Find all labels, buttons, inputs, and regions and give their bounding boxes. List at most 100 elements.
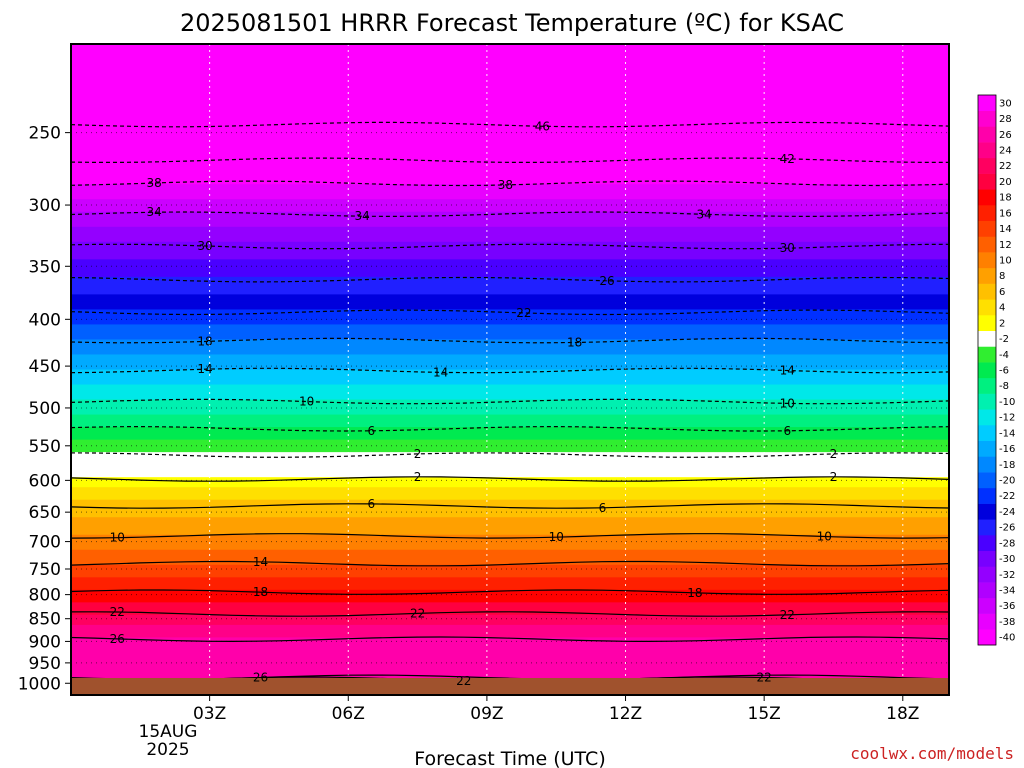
colorbar-cell: [978, 205, 996, 222]
temperature-band: [71, 657, 949, 661]
temperature-band: [71, 644, 949, 649]
temperature-band: [71, 437, 949, 441]
temperature-band: [71, 234, 949, 238]
colorbar-tick-label: 28: [999, 114, 1012, 125]
temperature-band: [71, 452, 949, 456]
colorbar-cell: [978, 409, 996, 426]
temperature-band: [71, 266, 949, 270]
pressure-tick-label: 800: [29, 586, 61, 606]
isotherm-label: 6: [599, 501, 607, 515]
isotherm-label: 18: [687, 586, 702, 600]
credit-text: coolwx.com/models: [850, 744, 1014, 763]
temperature-band: [71, 374, 949, 378]
temperature-band: [71, 249, 949, 253]
temperature-band: [71, 372, 949, 376]
temperature-band: [71, 186, 949, 190]
temperature-band: [71, 134, 949, 138]
temperature-band: [71, 69, 949, 73]
temperature-band: [71, 672, 949, 676]
temperature-band: [71, 647, 949, 651]
temperature-band: [71, 324, 949, 328]
isotherm-label: 2: [414, 447, 422, 461]
temperature-band: [71, 196, 949, 200]
pressure-tick-label: 300: [29, 196, 61, 216]
pressure-tick-label: 350: [29, 257, 61, 277]
temperature-band: [71, 94, 949, 98]
temperature-band: [71, 341, 949, 346]
temperature-band: [71, 469, 949, 473]
temperature-band: [71, 219, 949, 223]
temperature-band: [71, 584, 949, 588]
temperature-band: [71, 364, 949, 368]
temperature-band: [71, 86, 949, 90]
colorbar-cell: [978, 95, 996, 112]
colorbar-cell: [978, 189, 996, 206]
temperature-band: [71, 629, 949, 633]
temperature-band: [71, 387, 949, 391]
temperature-band: [71, 404, 949, 408]
temperature-band: [71, 319, 949, 323]
temperature-band: [71, 216, 949, 220]
temperature-band: [71, 399, 949, 403]
temperature-band: [71, 354, 949, 358]
temperature-band: [71, 664, 949, 669]
isotherm-label: 10: [549, 530, 564, 544]
temperature-band: [71, 594, 949, 598]
colorbar-tick-label: -24: [999, 507, 1015, 518]
colorbar: -40-38-36-34-32-30-28-26-24-22-20-18-16-…: [977, 94, 1015, 646]
temperature-band: [71, 141, 949, 145]
temperature-band: [71, 667, 949, 671]
isotherm-line: [71, 243, 949, 250]
temperature-band: [71, 51, 949, 55]
temperature-band: [71, 462, 949, 466]
temperature-band: [71, 569, 949, 573]
isotherm-label: 10: [110, 531, 125, 545]
temperature-band: [71, 454, 949, 458]
temperature-band: [71, 316, 949, 321]
temperature-band: [71, 56, 949, 60]
temperature-band: [71, 166, 949, 170]
isotherm-label: 18: [567, 336, 582, 350]
time-tick-label: 06Z: [332, 704, 365, 724]
temperature-band: [71, 301, 949, 305]
temperature-band: [71, 519, 949, 523]
temperature-band: [71, 432, 949, 436]
temperature-band: [71, 582, 949, 586]
temperature-band: [71, 492, 949, 496]
temperature-band: [71, 299, 949, 303]
colorbar-tick-label: -20: [999, 476, 1015, 487]
temperature-band: [71, 662, 949, 666]
pressure-tick-label: 250: [29, 124, 61, 144]
isotherm-label: 18: [253, 585, 268, 599]
temperature-band: [71, 552, 949, 556]
isotherm-label: 46: [535, 119, 550, 133]
temperature-band: [71, 542, 949, 546]
temperature-band: [71, 184, 949, 188]
temperature-band: [71, 622, 949, 626]
colorbar-cell: [978, 597, 996, 614]
temperature-band: [71, 174, 949, 178]
isotherm-line: [71, 337, 949, 344]
temperature-band: [71, 517, 949, 521]
colorbar-cell: [978, 362, 996, 379]
isotherm-line: [71, 425, 949, 432]
isotherm-label: 14: [780, 363, 795, 377]
colorbar-tick-label: -18: [999, 460, 1015, 471]
isotherm-label: 34: [147, 205, 162, 219]
temperature-band: [71, 334, 949, 338]
temperature-band: [71, 587, 949, 591]
x-axis-label: Forecast Time (UTC): [414, 748, 605, 768]
pressure-tick-label: 750: [29, 560, 61, 580]
temperature-band: [71, 392, 949, 396]
colorbar-cell: [978, 157, 996, 174]
isotherm-line: [71, 121, 949, 128]
temperature-band: [71, 314, 949, 318]
temperature-band: [71, 512, 949, 516]
temperature-band: [71, 409, 949, 413]
isotherm-line: [71, 398, 949, 405]
isotherm-line: [71, 533, 949, 539]
temperature-band: [71, 119, 949, 123]
temperature-band: [71, 336, 949, 341]
temperature-band: [71, 161, 949, 165]
